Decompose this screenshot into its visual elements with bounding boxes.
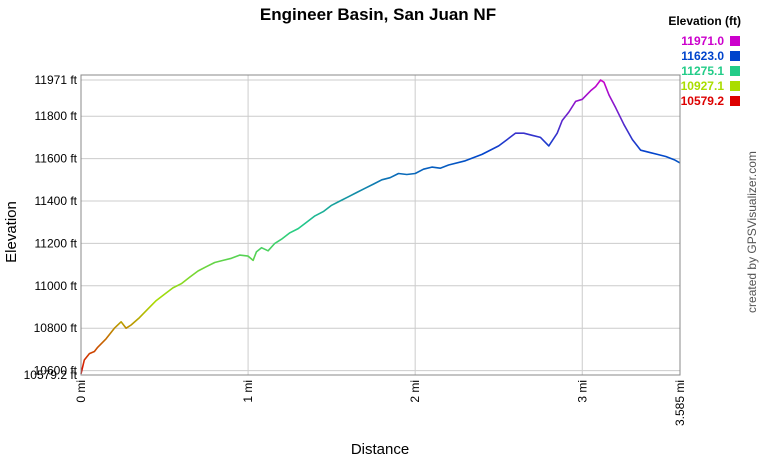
legend-swatch: [730, 51, 740, 61]
legend-entry-label: 10579.2: [681, 94, 725, 108]
legend-entry-label: 11623.0: [681, 49, 724, 63]
y-tick-label: 11971 ft: [35, 73, 78, 87]
x-tick-label: 2 mi: [408, 380, 422, 403]
legend-swatch: [730, 81, 740, 91]
x-tick-label: 3.585 mi: [673, 380, 687, 426]
x-tick-label: 1 mi: [241, 380, 255, 403]
legend-title: Elevation (ft): [668, 14, 741, 28]
x-axis-label: Distance: [351, 441, 409, 458]
y-tick-label: 11200 ft: [35, 236, 78, 250]
y-tick-label: 11600 ft: [35, 152, 78, 166]
y-tick-label: 11400 ft: [35, 194, 78, 208]
legend: Elevation (ft) 11971.011623.011275.11092…: [668, 14, 741, 108]
y-tick-label: 10579.2 ft: [24, 368, 78, 382]
elevation-profile-line: [80, 79, 681, 374]
legend-entry-label: 10927.1: [681, 79, 725, 93]
y-axis-label: Elevation: [3, 201, 20, 263]
legend-entry-label: 11971.0: [681, 34, 724, 48]
grid-layer: [81, 75, 680, 375]
legend-swatch: [730, 66, 740, 76]
legend-swatch: [730, 96, 740, 106]
y-tick-label: 10800 ft: [34, 321, 78, 335]
line-layer: [80, 79, 681, 374]
plot-frame: [80, 74, 681, 376]
y-tick-label: 11800 ft: [35, 109, 78, 123]
credit-text: created by GPSVisualizer.com: [745, 151, 759, 313]
legend-entry-label: 11275.1: [681, 64, 724, 78]
y-tick-label: 11000 ft: [35, 279, 78, 293]
x-tick-label: 0 mi: [74, 380, 88, 403]
legend-swatch: [730, 36, 740, 46]
chart-title: Engineer Basin, San Juan NF: [260, 5, 496, 24]
y-tick-label: 10600 ft: [34, 364, 78, 378]
x-tick-label: 3 mi: [575, 380, 589, 403]
